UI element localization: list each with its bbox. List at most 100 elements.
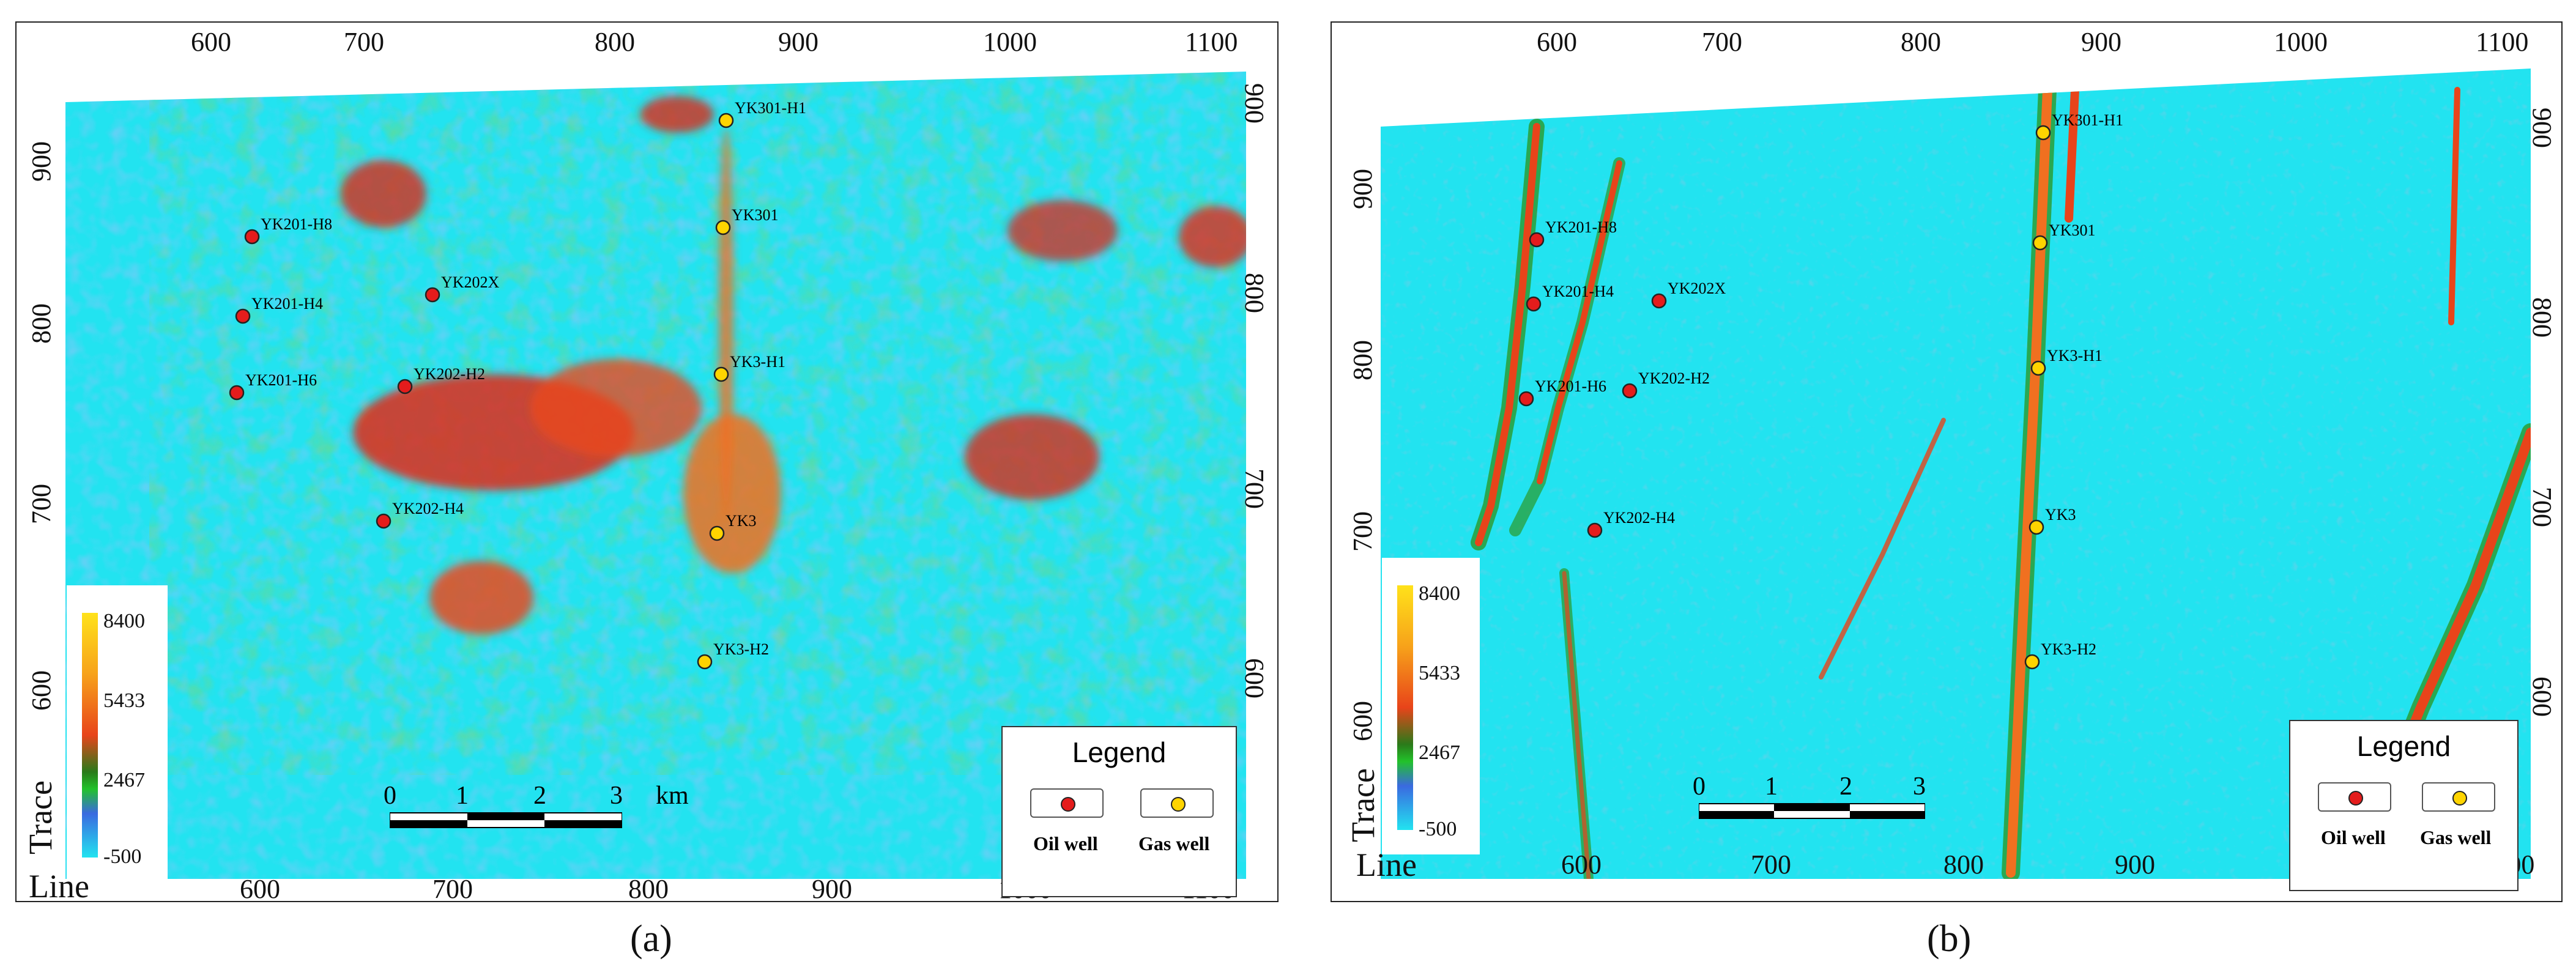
b-right-tick-600: 600 <box>2527 676 2557 717</box>
well-label: YK301 <box>732 206 779 224</box>
b-bottom-tick-700: 700 <box>1751 850 1791 880</box>
colorbar-b-mid-high: 5433 <box>1419 662 1460 684</box>
b-top-tick-1000: 1000 <box>2274 27 2328 57</box>
colorbar-max: 8400 <box>103 610 145 632</box>
legend-b-title: Legend <box>2356 730 2451 762</box>
wells-b: YK301-H1 YK301 YK3-H1 YK3 YK3-H2 YK201-H8 YK20… <box>1518 111 2123 670</box>
b-top-tick-900: 900 <box>2081 27 2121 57</box>
well-label: YK201-H8 <box>1545 218 1617 236</box>
b-top-tick-700: 700 <box>1702 27 1742 57</box>
gas-well-marker <box>2032 235 2048 251</box>
caption-b-text: (b) <box>1927 918 1972 960</box>
well-label: YK3-H1 <box>2047 347 2103 365</box>
well-label: YK3 <box>2045 506 2076 524</box>
legend-gas-label: Gas well <box>1138 832 1210 854</box>
b-top-tick-1100: 1100 <box>2476 27 2529 57</box>
oil-well-marker <box>235 308 251 324</box>
b-bottom-tick-600: 600 <box>1561 850 1602 880</box>
b-right-tick-900: 900 <box>2527 108 2557 148</box>
gas-well-marker <box>718 113 734 128</box>
bottom-tick-700: 700 <box>432 874 473 904</box>
top-tick-900: 900 <box>778 27 818 57</box>
caption-a-text: (a) <box>630 918 672 960</box>
legend-oil-swatch <box>1030 788 1104 818</box>
right-tick-600: 600 <box>1239 658 1269 698</box>
b-left-tick-900: 900 <box>1348 169 1378 209</box>
top-tick-600: 600 <box>191 27 231 57</box>
b-bottom-tick-800: 800 <box>1943 850 1984 880</box>
b-left-tick-600: 600 <box>1348 701 1378 741</box>
right-tick-800: 800 <box>1239 273 1269 313</box>
colorbar-b-min: -500 <box>1419 818 1457 840</box>
legend-b: Legend Oil well Gas well <box>2289 720 2518 891</box>
colorbar-mid-low: 2467 <box>103 769 145 791</box>
scalebar-a: 0 1 2 3 km <box>384 781 702 842</box>
caption-a: (a) <box>630 917 672 961</box>
gas-well-marker <box>2030 360 2046 376</box>
scale-1: 1 <box>456 782 469 810</box>
oil-well-marker <box>397 379 413 395</box>
legend-a: Legend Oil well Gas well <box>1001 726 1237 897</box>
b-gas-well-icon <box>2452 791 2467 806</box>
legend-oil-label: Oil well <box>1033 832 1098 854</box>
legend-b-oil-label: Oil well <box>2321 826 2386 848</box>
well-label: YK202-H4 <box>1603 509 1675 527</box>
top-tick-700: 700 <box>344 27 384 57</box>
oil-well-marker <box>1529 232 1545 248</box>
oil-well-marker <box>1622 383 1638 399</box>
bottom-tick-600: 600 <box>240 874 280 904</box>
well-label: YK202-H2 <box>414 365 485 383</box>
oil-well-marker <box>425 287 440 303</box>
colorbar-b-gradient <box>1397 585 1413 830</box>
b-oil-well-icon <box>2348 791 2363 806</box>
oil-well-marker <box>229 385 245 401</box>
map-a: YK301-H1 YK301 YK3-H1 YK3 YK3-H2 YK201-H8 YK20… <box>65 65 1246 879</box>
scale-unit: km <box>656 782 689 810</box>
b-right-tick-700: 700 <box>2527 487 2557 527</box>
legend-b-oil-swatch <box>2318 782 2391 812</box>
gas-well-marker <box>2035 125 2051 141</box>
left-tick-700: 700 <box>26 484 56 524</box>
legend-b-gas-label: Gas well <box>2420 826 2492 848</box>
oil-well-marker <box>376 513 392 529</box>
left-tick-800: 800 <box>26 303 56 344</box>
caption-b: (b) <box>1927 917 1971 961</box>
wells-a: YK301-H1 YK301 YK3-H1 YK3 YK3-H2 YK201-H8 YK20… <box>229 99 806 670</box>
top-tick-1000: 1000 <box>983 27 1037 57</box>
oil-well-marker <box>1526 296 1542 312</box>
b-scale-3: 3 <box>1913 772 1926 801</box>
gas-well-marker <box>713 366 729 382</box>
well-label: YK202-H4 <box>392 500 464 517</box>
colorbar-b-mid-low: 2467 <box>1419 741 1460 764</box>
gas-well-icon <box>1171 797 1186 812</box>
well-label: YK202-H2 <box>1638 369 1710 387</box>
b-right-tick-800: 800 <box>2527 297 2557 338</box>
scale-0: 0 <box>384 782 396 810</box>
panel-b: YK301-H1 YK301 YK3-H1 YK3 YK3-H2 YK201-H8 YK20… <box>1331 21 2563 902</box>
trace-axis-label: Trace <box>22 780 59 854</box>
oil-well-marker <box>1518 391 1534 407</box>
well-label: YK3-H2 <box>2041 640 2096 658</box>
colorbar-min: -500 <box>103 845 142 868</box>
b-scale-1: 1 <box>1765 772 1778 801</box>
scale-2: 2 <box>533 782 546 810</box>
oil-well-marker <box>244 229 260 245</box>
bottom-tick-900: 900 <box>812 874 852 904</box>
b-top-tick-800: 800 <box>1901 27 1941 57</box>
oil-well-marker <box>1587 522 1603 538</box>
left-tick-900: 900 <box>26 141 56 182</box>
scalebar-b: 0 1 2 3 <box>1693 772 1950 833</box>
b-scale-0: 0 <box>1693 772 1706 801</box>
gas-well-marker <box>697 654 713 670</box>
gas-well-marker <box>2029 519 2044 535</box>
right-tick-700: 700 <box>1239 469 1269 509</box>
well-label: YK3-H1 <box>730 353 785 371</box>
well-label: YK301-H1 <box>2052 111 2123 129</box>
well-label: YK202X <box>1668 280 1726 297</box>
well-label: YK3-H2 <box>713 640 769 658</box>
b-scale-2: 2 <box>1839 772 1852 801</box>
b-bottom-tick-900: 900 <box>2115 850 2155 880</box>
well-label: YK202X <box>441 273 500 291</box>
well-label: YK301 <box>2049 221 2096 239</box>
top-tick-1100: 1100 <box>1185 27 1238 57</box>
